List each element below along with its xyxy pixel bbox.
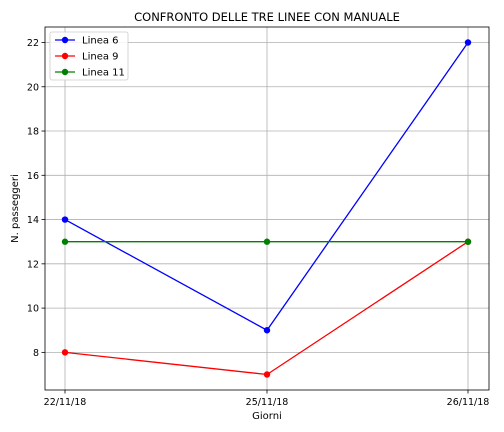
y-axis-label: N. passeggeri <box>10 174 21 243</box>
y-tick-label: 16 <box>27 171 39 182</box>
y-tick-label: 18 <box>27 127 39 138</box>
y-tick-label: 12 <box>27 259 39 270</box>
legend-label-linea-11: Linea 11 <box>82 68 125 79</box>
legend-box <box>49 31 129 81</box>
grid <box>45 27 489 390</box>
data-point-linea-9 <box>61 349 69 356</box>
data-point-linea-9 <box>263 371 271 378</box>
legend-label-linea-9: Linea 9 <box>82 52 119 63</box>
legend: Linea 6 Linea 9 Linea 11 <box>49 31 129 81</box>
y-tick-label: 20 <box>27 82 39 93</box>
x-axis-label: Giorni <box>252 411 282 422</box>
legend-marker-linea-6 <box>61 36 69 44</box>
legend-marker-linea-9 <box>61 52 69 60</box>
y-tick-label: 14 <box>27 215 39 226</box>
series-layer <box>61 39 472 378</box>
data-point-linea-6 <box>263 327 271 334</box>
series-line-linea-6 <box>64 42 469 332</box>
data-point-linea-11 <box>61 238 69 245</box>
legend-label-linea-6: Linea 6 <box>82 36 119 47</box>
data-point-linea-11 <box>464 238 472 245</box>
y-tick-label: 22 <box>27 38 39 49</box>
legend-marker-linea-11 <box>61 68 69 76</box>
chart-title: CONFRONTO DELLE TRE LINEE CON MANUALE <box>134 10 400 24</box>
x-tick-label: 25/11/18 <box>246 397 289 408</box>
data-point-linea-6 <box>61 216 69 223</box>
y-tick-label: 10 <box>27 304 39 315</box>
x-tick-label: 22/11/18 <box>44 397 87 408</box>
data-point-linea-11 <box>263 238 271 245</box>
data-point-linea-6 <box>464 39 472 46</box>
y-tick-label: 8 <box>33 348 39 359</box>
ticks: 8 10 12 14 16 18 20 22 22/11/18 25/11/18 26/11/18 <box>27 38 489 408</box>
x-tick-label: 26/11/18 <box>447 397 490 408</box>
